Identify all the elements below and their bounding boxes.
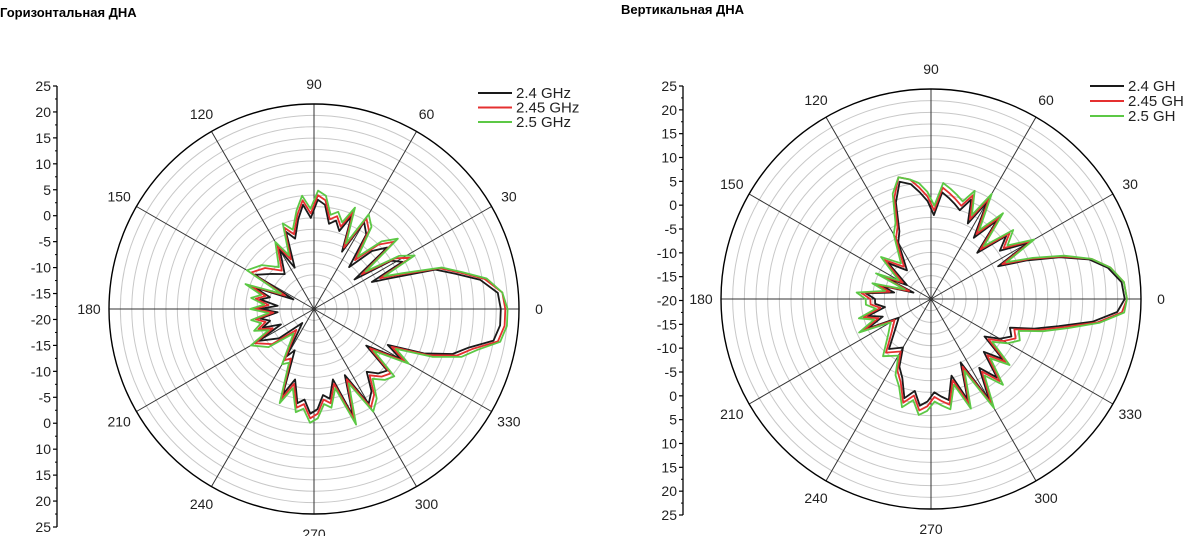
polar-frame (720, 88, 1142, 510)
chart-title-horizontal: Горизонтальная ДНА (0, 5, 137, 20)
radial-tick-label: -10 (657, 245, 677, 261)
radial-tick-label: -20 (657, 293, 677, 309)
radial-tick-label: -5 (39, 389, 52, 405)
polar-chart-vertical: 0306090120150180210240270300330252015105… (657, 61, 1184, 536)
radial-tick-label: -15 (31, 337, 51, 353)
series-line-2 (248, 194, 507, 422)
radial-tick-label: 15 (35, 130, 51, 146)
angle-label-210: 210 (720, 406, 744, 422)
radial-tick-label: -20 (31, 311, 51, 327)
legend-label-2: 2.45 GH (1128, 93, 1184, 110)
angle-spoke (313, 308, 417, 487)
radial-axis: 25 20 15 10 5 0 -5 -10 -15 -20 -15 -10 -5 0 5 10 15 20 25 (657, 78, 684, 523)
radial-tick-label: 0 (669, 388, 677, 404)
angle-label-0: 0 (535, 301, 543, 317)
radial-tick-label: 25 (35, 78, 51, 94)
angle-spoke (930, 193, 1114, 300)
angle-label-210: 210 (107, 414, 131, 430)
chart-title-vertical: Вертикальная ДНА (621, 2, 745, 17)
legend-label-1: 2.4 GHz (516, 85, 571, 102)
radial-tick-label: 10 (35, 156, 51, 172)
angle-label-300: 300 (415, 496, 439, 512)
angle-spoke (211, 131, 315, 310)
radial-tick-label: -15 (657, 316, 677, 332)
angle-spoke (825, 298, 932, 482)
series-line-2 (860, 176, 1128, 412)
radial-tick-label: -15 (31, 286, 51, 302)
angle-label-270: 270 (919, 521, 943, 536)
radial-tick-label: 0 (43, 208, 51, 224)
angle-spoke (748, 298, 932, 405)
radial-tick-label: 5 (669, 412, 677, 428)
angle-label-30: 30 (501, 189, 517, 205)
legend: 2.4 GH2.45 GH2.5 GH (1090, 78, 1184, 125)
angle-label-240: 240 (804, 490, 828, 506)
series-group (244, 189, 509, 426)
radial-tick-label: -15 (657, 269, 677, 285)
radial-tick-label: 25 (661, 507, 677, 523)
angle-spoke (136, 206, 315, 310)
angle-label-270: 270 (302, 526, 326, 536)
radial-tick-label: -10 (31, 260, 51, 276)
angle-label-30: 30 (1122, 176, 1138, 192)
angle-spoke (930, 116, 1037, 300)
angle-spoke (825, 116, 932, 300)
angle-label-150: 150 (720, 176, 744, 192)
angle-label-120: 120 (804, 92, 828, 108)
radial-tick-label: 0 (669, 197, 677, 213)
angle-label-300: 300 (1034, 490, 1058, 506)
radial-axis: 25 20 15 10 5 0 -5 -10 -15 -20 -15 -10 -5 0 10 15 20 25 (31, 78, 58, 535)
polar-frame (108, 103, 520, 515)
series-group (855, 176, 1128, 416)
radial-tick-label: 25 (661, 78, 677, 94)
angle-spoke (930, 298, 1114, 405)
angle-label-330: 330 (1119, 406, 1143, 422)
radial-tick-label: 20 (661, 483, 677, 499)
radial-tick-label: 25 (35, 519, 51, 535)
angle-label-90: 90 (923, 61, 939, 77)
angle-spoke (136, 308, 315, 412)
angle-label-180: 180 (689, 291, 713, 307)
angle-label-330: 330 (497, 414, 521, 430)
radial-tick-label: 20 (35, 104, 51, 120)
series-line-3 (855, 176, 1128, 416)
angle-label-150: 150 (107, 189, 131, 205)
radial-tick-label: 5 (43, 182, 51, 198)
radial-tick-label: 15 (661, 126, 677, 142)
angle-label-120: 120 (190, 106, 214, 122)
angle-label-180: 180 (77, 301, 101, 317)
legend-label-1: 2.4 GH (1128, 78, 1176, 95)
series-line-3 (244, 189, 509, 426)
radial-tick-label: -5 (665, 221, 678, 237)
radial-tick-label: -10 (31, 363, 51, 379)
legend-label-2: 2.45 GHz (516, 100, 579, 117)
radial-tick-label: 10 (661, 150, 677, 166)
radial-tick-label: 20 (35, 493, 51, 509)
radial-tick-label: 15 (661, 459, 677, 475)
angle-label-90: 90 (306, 76, 322, 92)
series-line-1 (253, 198, 502, 417)
radial-tick-label: -10 (657, 340, 677, 356)
radial-tick-label: 10 (661, 436, 677, 452)
radial-tick-label: 0 (43, 415, 51, 431)
radial-tick-label: 10 (35, 441, 51, 457)
angle-label-240: 240 (190, 496, 214, 512)
legend-label-3: 2.5 GHz (516, 114, 571, 131)
angle-label-0: 0 (1157, 291, 1165, 307)
radial-tick-label: -5 (39, 234, 52, 250)
polar-chart-horizontal: 0306090120150180210240270300330252015105… (31, 76, 580, 536)
angle-label-60: 60 (1038, 92, 1054, 108)
radial-tick-label: 5 (669, 173, 677, 189)
radial-tick-label: 20 (661, 102, 677, 118)
angle-spoke (930, 298, 1037, 482)
angle-label-60: 60 (419, 106, 435, 122)
radial-tick-label: -5 (665, 364, 678, 380)
radial-tick-label: 15 (35, 467, 51, 483)
series-line-1 (864, 180, 1126, 407)
angle-spoke (211, 308, 315, 487)
legend-label-3: 2.5 GH (1128, 108, 1176, 125)
